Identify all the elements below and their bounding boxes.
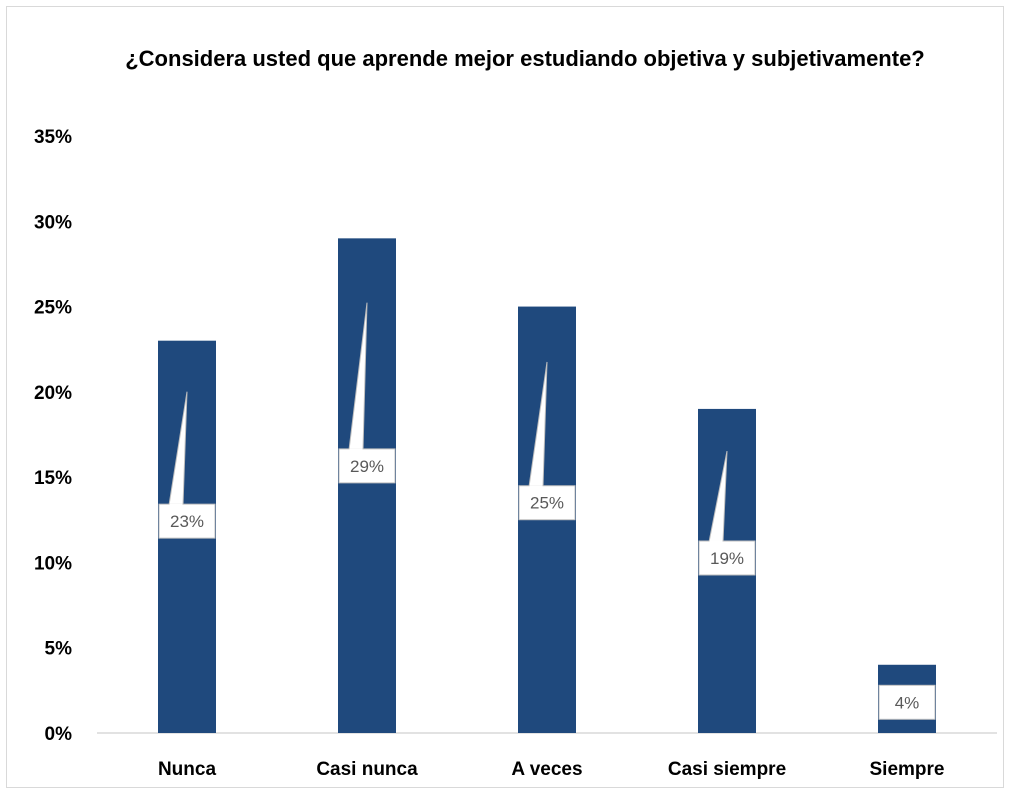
data-label-callouts: 23% 29% 25% 19% 4% bbox=[158, 302, 936, 720]
y-tick-label: 5% bbox=[45, 639, 73, 660]
y-tick-label: 15% bbox=[34, 468, 72, 489]
data-label: 25% bbox=[518, 361, 576, 521]
x-category-label: Siempre bbox=[870, 759, 945, 780]
y-tick-label: 20% bbox=[34, 383, 72, 404]
y-tick-label: 35% bbox=[34, 127, 72, 148]
x-category-label: Casi nunca bbox=[316, 759, 418, 780]
data-label-box bbox=[338, 448, 396, 484]
data-label-box bbox=[698, 540, 756, 576]
data-label: 29% bbox=[338, 302, 396, 484]
data-label: 19% bbox=[698, 450, 756, 576]
y-tick-label: 10% bbox=[34, 553, 72, 574]
data-label-box bbox=[158, 503, 216, 539]
data-label-text: 23% bbox=[170, 512, 204, 531]
data-label-seam bbox=[529, 485, 543, 488]
data-label: 23% bbox=[158, 391, 216, 539]
data-label-text: 4% bbox=[895, 693, 920, 712]
x-category-label: A veces bbox=[511, 759, 582, 780]
data-label-seam bbox=[349, 448, 363, 451]
data-label-text: 29% bbox=[350, 457, 384, 476]
x-category-label: Casi siempre bbox=[668, 759, 786, 780]
y-axis-ticks: 0% 5% 10% 15% 20% 25% 30% 35% bbox=[34, 127, 72, 745]
y-tick-label: 25% bbox=[34, 298, 72, 319]
x-axis-categories: Nunca Casi nunca A veces Casi siempre Siempr… bbox=[158, 759, 945, 780]
data-label-seam bbox=[169, 503, 183, 506]
data-label-text: 19% bbox=[710, 549, 744, 568]
x-category-label: Nunca bbox=[158, 759, 217, 780]
data-label-box bbox=[878, 684, 936, 720]
data-label-text: 25% bbox=[530, 494, 564, 513]
y-tick-label: 30% bbox=[34, 212, 72, 233]
data-label-seam bbox=[709, 540, 723, 543]
data-label: 4% bbox=[878, 684, 936, 720]
data-label-box bbox=[518, 485, 576, 521]
y-tick-label: 0% bbox=[45, 724, 73, 745]
chart-title: ¿Considera usted que aprende mejor estud… bbox=[125, 46, 925, 71]
